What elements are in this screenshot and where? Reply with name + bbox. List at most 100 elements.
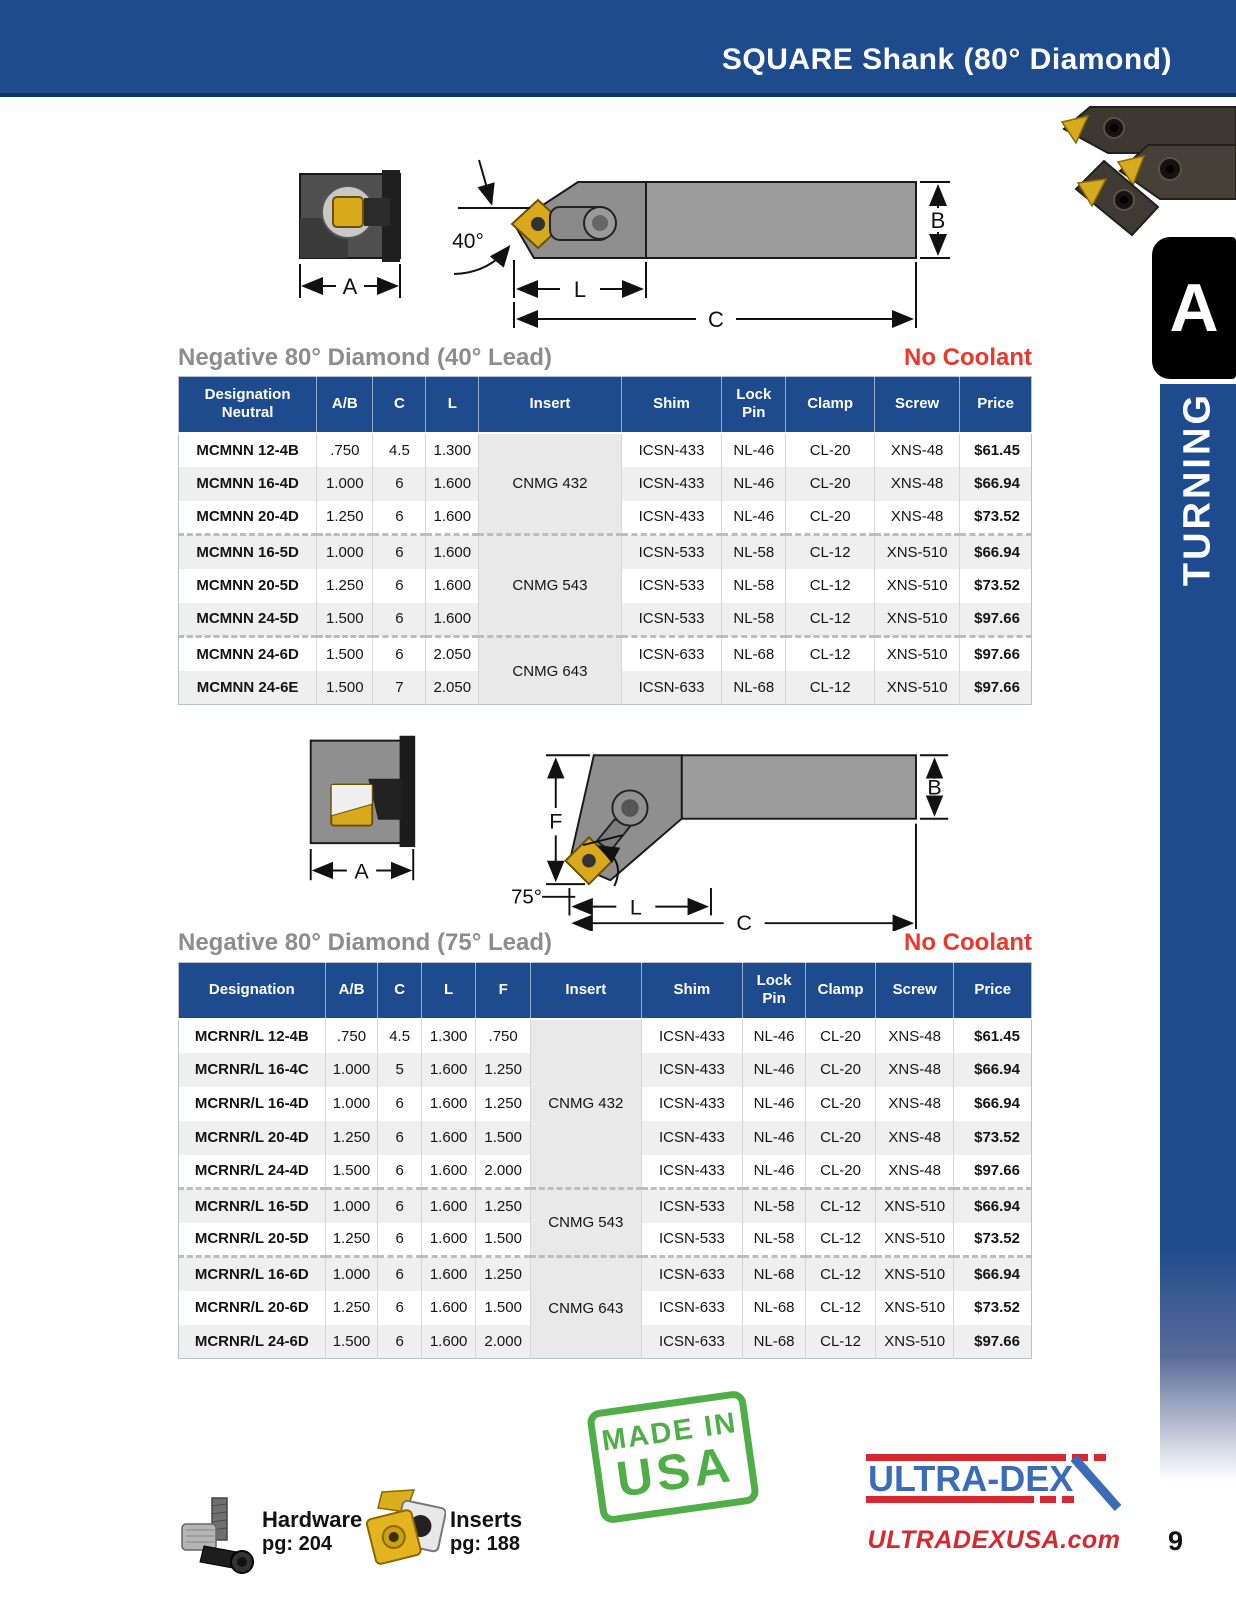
cell-ab: 1.000 [316, 534, 374, 569]
table-row: MCRNR/L 24-6D 1.500 6 1.600 2.000 ICSN-633 NL-… [178, 1324, 1032, 1359]
cell-ab: 1.500 [316, 602, 374, 638]
table-row: MCMNN 24-5D 1.500 6 1.600 ICSN-533 NL-58 CL-12… [178, 602, 1032, 638]
cell-ab: 1.500 [316, 636, 374, 671]
col-header-clamp: Clamp [805, 962, 876, 1020]
col-header-screw: Screw [874, 376, 961, 434]
cell-price: $97.66 [953, 1324, 1032, 1359]
cell-f: 1.250 [475, 1052, 531, 1087]
cell-ab: .750 [325, 1018, 379, 1053]
table-row: MCMNN 20-5D 1.250 6 1.600 ICSN-533 NL-58 CL-12… [178, 568, 1032, 603]
cell-price: $97.66 [953, 1154, 1032, 1190]
cell-lock_pin: NL-68 [742, 1324, 807, 1359]
cell-c: 6 [372, 466, 427, 501]
diagram-75-lead: A F 75° L C B [309, 735, 949, 931]
cell-lock_pin: NL-46 [721, 466, 787, 501]
cell-l: 1.600 [425, 568, 480, 603]
cell-price: $66.94 [953, 1256, 1032, 1291]
cell-lock_pin: NL-68 [721, 670, 787, 705]
cell-shim: ICSN-533 [621, 602, 723, 638]
inserts-page: pg: 188 [450, 1533, 521, 1556]
table-row: MCMNN 16-5D 1.000 6 1.600 CNMG 543 ICSN-533 NL… [178, 534, 1032, 638]
cell-c: 4.5 [372, 432, 427, 467]
col-header-c: C [372, 376, 427, 434]
dim-c-label: C [736, 911, 752, 931]
cell-ab: 1.000 [325, 1052, 379, 1087]
cell-clamp: CL-12 [785, 670, 875, 705]
page-number: 9 [1168, 1526, 1184, 1556]
table-row: MCRNR/L 16-6D 1.000 6 1.600 1.250 CNMG 643 ICS… [178, 1256, 1032, 1359]
cell-lock_pin: NL-58 [721, 568, 787, 603]
cell-c: 6 [377, 1256, 422, 1291]
col-header-designation: Designation Neutral [178, 376, 318, 434]
cell-c: 6 [377, 1154, 422, 1190]
dim-c-label: C [708, 307, 724, 332]
cell-designation: MCRNR/L 20-6D [178, 1290, 326, 1325]
dim-a-label: A [343, 274, 358, 299]
header-bar: SQUARE Shank (80° Diamond) [0, 0, 1236, 97]
cell-l: 1.600 [421, 1222, 477, 1258]
cell-shim: ICSN-433 [621, 466, 723, 501]
cell-ab: 1.250 [325, 1120, 379, 1155]
cell-lock_pin: NL-46 [742, 1086, 807, 1121]
cell-screw: XNS-510 [874, 602, 961, 638]
cell-shim: ICSN-433 [641, 1086, 744, 1121]
inserts-label: Inserts [450, 1507, 523, 1532]
cell-designation: MCRNR/L 24-4D [178, 1154, 326, 1190]
cell-l: 1.600 [421, 1256, 477, 1291]
cell-c: 6 [377, 1290, 422, 1325]
col-header-c: C [377, 962, 422, 1020]
col-header-f: F [475, 962, 531, 1020]
inserts-reference: Inserts pg: 188 [450, 1507, 523, 1556]
cell-designation: MCRNR/L 16-4C [178, 1052, 326, 1087]
cell-ab: 1.500 [316, 670, 374, 705]
cell-ab: 1.000 [325, 1086, 379, 1121]
cell-ab: 1.250 [316, 568, 374, 603]
cell-l: 1.600 [425, 602, 480, 638]
col-header-lock_pin: Lock Pin [721, 376, 787, 434]
cell-screw: XNS-48 [875, 1052, 955, 1087]
section1-title-row: Negative 80° Diamond (40° Lead) No Coola… [178, 344, 1032, 372]
cell-shim: ICSN-433 [621, 432, 723, 467]
cell-price: $66.94 [959, 466, 1032, 501]
brand-logo: ULTRA-DEX [866, 1454, 1122, 1511]
cell-lock_pin: NL-46 [742, 1120, 807, 1155]
table-row: MCMNN 16-4D 1.000 6 1.600 ICSN-433 NL-46 CL-20… [178, 466, 1032, 501]
cell-ab: 1.000 [325, 1188, 379, 1223]
cell-designation: MCMNN 20-5D [178, 568, 318, 603]
cell-price: $97.66 [959, 602, 1032, 638]
cell-clamp: CL-12 [805, 1324, 876, 1359]
section1-title: Negative 80° Diamond (40° Lead) [178, 344, 552, 371]
dim-f-label: F [549, 810, 562, 834]
cell-price: $97.66 [959, 636, 1032, 671]
sidebar-turning-label: TURNING [1176, 392, 1219, 587]
cell-c: 6 [377, 1120, 422, 1155]
cell-clamp: CL-20 [805, 1018, 876, 1053]
cell-c: 6 [372, 534, 427, 569]
cell-lock_pin: NL-68 [721, 636, 787, 671]
cell-price: $66.94 [953, 1052, 1032, 1087]
cell-c: 4.5 [377, 1018, 422, 1053]
cell-c: 6 [372, 636, 427, 671]
dim-l-label: L [574, 277, 586, 302]
cell-l: 1.600 [425, 466, 480, 501]
col-header-ab: A/B [325, 962, 379, 1020]
col-header-ab: A/B [316, 376, 374, 434]
cell-designation: MCRNR/L 12-4B [178, 1018, 326, 1053]
cell-price: $66.94 [953, 1188, 1032, 1223]
cell-f: 1.250 [475, 1086, 531, 1121]
cell-shim: ICSN-533 [641, 1188, 744, 1223]
cell-designation: MCRNR/L 16-4D [178, 1086, 326, 1121]
section-tab-letter: A [1169, 270, 1219, 346]
cell-screw: XNS-510 [875, 1222, 955, 1258]
cell-designation: MCMNN 16-4D [178, 466, 318, 501]
cell-l: 1.600 [425, 500, 480, 536]
cell-shim: ICSN-633 [621, 636, 723, 671]
cell-ab: 1.500 [325, 1154, 379, 1190]
cell-price: $73.52 [959, 568, 1032, 603]
hardware-label: Hardware [262, 1507, 363, 1532]
cell-ab: 1.250 [316, 500, 374, 536]
cell-ab: 1.000 [325, 1256, 379, 1291]
cell-screw: XNS-510 [874, 534, 961, 569]
section2-title: Negative 80° Diamond (75° Lead) [178, 929, 552, 956]
cell-c: 5 [377, 1052, 422, 1087]
